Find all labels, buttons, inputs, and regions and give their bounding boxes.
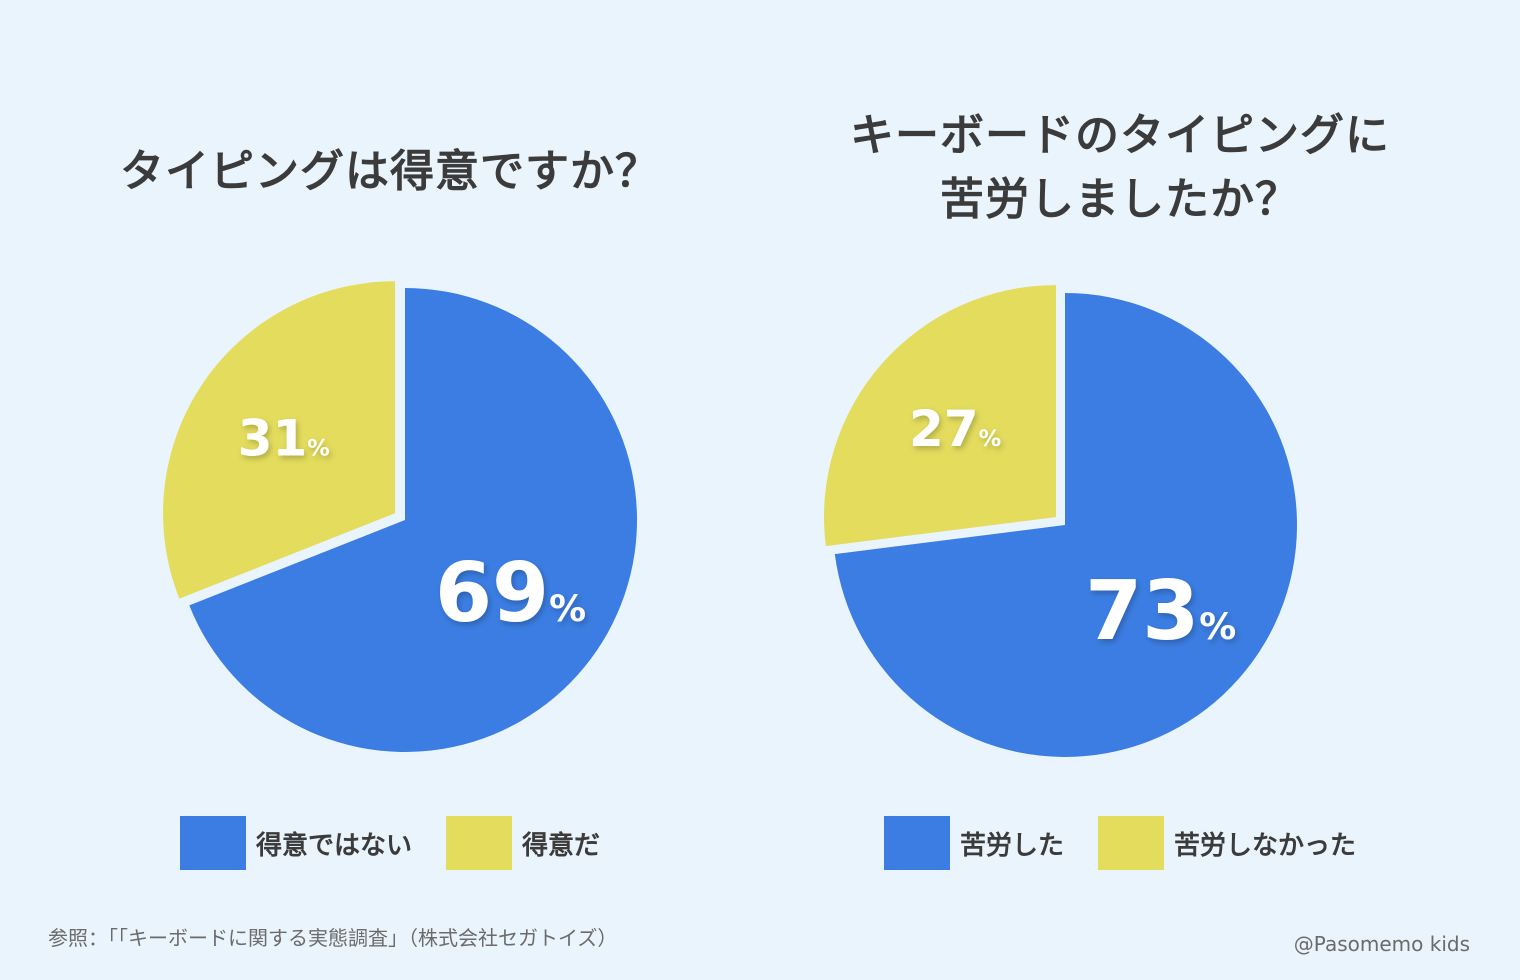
legend-swatch-yellow xyxy=(1098,816,1164,870)
legend-label: 苦労しなかった xyxy=(1174,830,1357,861)
pie-slice-blue xyxy=(189,288,637,752)
legend-swatch-blue xyxy=(179,816,246,870)
data-label: 27% xyxy=(909,400,1001,458)
pie-slice-yellow xyxy=(163,281,396,599)
legend-item-not-good: 得意ではない xyxy=(179,815,412,871)
chart-panel-typing-skill: タイピングは得意ですか？ 69% 31% 得意ではない 得意だ xyxy=(30,0,750,900)
legend-item-struggled: 苦労した xyxy=(883,815,1064,871)
legend-item-not-struggled: 苦労しなかった xyxy=(1098,815,1356,871)
data-label: 31% xyxy=(238,410,330,468)
credit-text: @Pasomemo kids xyxy=(1293,932,1470,956)
pie-slice-blue xyxy=(834,293,1297,758)
chart-panel-typing-difficulty: キーボードのタイピングに 苦労しましたか？ 73% 27% 苦労した 苦労しなかっ… xyxy=(760,0,1480,900)
pie-chart: 73% 27% xyxy=(823,285,1297,758)
legend-item-good: 得意だ xyxy=(446,815,600,871)
legend-label: 苦労した xyxy=(959,830,1064,861)
legend-swatch-yellow xyxy=(446,816,512,870)
chart-title: タイピングは得意ですか？ xyxy=(120,146,660,197)
legend: 苦労した 苦労しなかった xyxy=(760,815,1480,871)
pie-slice-yellow xyxy=(823,285,1056,547)
legend-label: 得意ではない xyxy=(255,830,412,861)
legend-swatch-blue xyxy=(883,816,950,870)
legend: 得意ではない 得意だ xyxy=(30,815,750,871)
chart-title: キーボードのタイピングに 苦労しましたか？ xyxy=(850,110,1390,225)
source-note: 参照：「「キーボードに関する実態調査」（株式会社セガトイズ） xyxy=(48,926,618,950)
legend-label: 得意だ xyxy=(522,830,601,861)
pie-chart: 69% 31% xyxy=(163,281,637,752)
data-label: 69% xyxy=(435,546,586,641)
data-label: 73% xyxy=(1085,564,1236,659)
